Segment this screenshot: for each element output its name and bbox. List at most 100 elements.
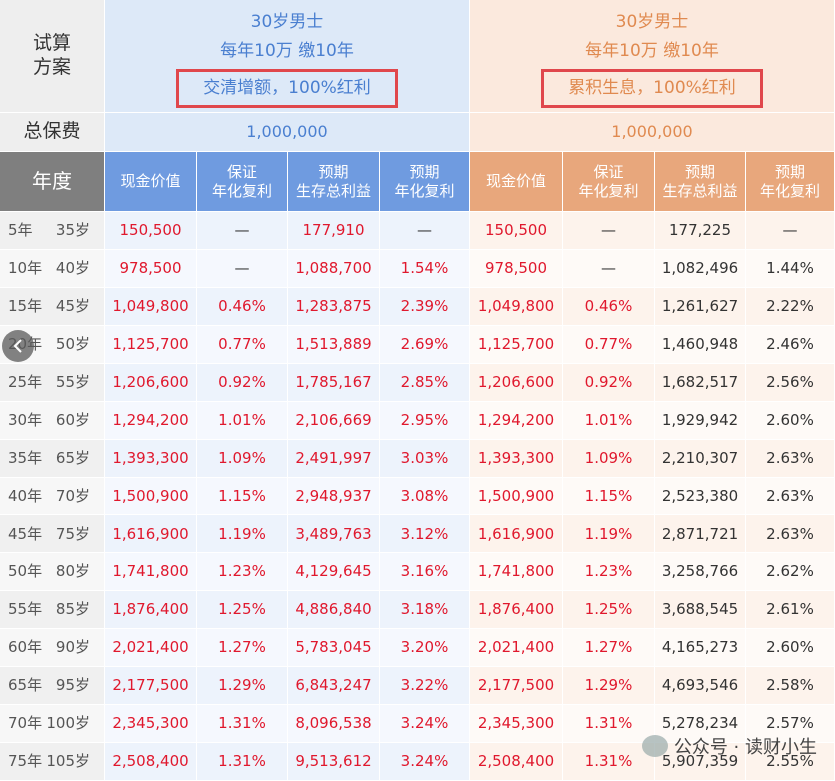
cell-value: 1,294,200	[112, 410, 189, 429]
cell-value: 2,345,300	[112, 714, 189, 733]
cell-value: 1.19%	[218, 524, 266, 543]
data-cell: 8,096,538	[288, 705, 380, 744]
cell-value: 2,523,380	[661, 486, 739, 505]
data-cell: 2.69%	[380, 325, 470, 364]
data-cell: 2,948,937	[288, 477, 380, 516]
data-cell: 2.60%	[746, 629, 835, 668]
cell-value: 3,688,545	[661, 600, 739, 619]
cell-value: 1,741,800	[477, 562, 555, 581]
data-cell: 2.95%	[380, 401, 470, 440]
data-cell: 1.23%	[563, 553, 655, 592]
data-cell: 3.24%	[380, 705, 470, 744]
data-cell: —	[563, 212, 655, 250]
cell-value: 150,500	[119, 221, 182, 240]
cell-value: 1,876,400	[477, 600, 555, 619]
data-cell: 1.31%	[197, 705, 288, 744]
data-cell: 1,393,300	[105, 439, 197, 478]
cell-value: 2.58%	[766, 676, 814, 695]
data-cell: 3.03%	[380, 439, 470, 478]
data-cell: —	[563, 249, 655, 288]
data-cell: 2.62%	[746, 553, 835, 592]
data-cell: 3.18%	[380, 591, 470, 630]
cell-value: —	[601, 221, 616, 240]
data-cell: 2.61%	[746, 591, 835, 630]
cell-value: 2,491,997	[295, 448, 372, 467]
cell-value: 1,393,300	[112, 448, 189, 467]
year-cell: 70年 100岁	[0, 705, 105, 744]
plan-label-line: 方案	[32, 56, 71, 78]
cell-value: 4,129,645	[295, 562, 372, 581]
data-cell: 2,021,400	[105, 629, 197, 668]
data-cell: 2,523,380	[655, 477, 746, 516]
data-cell: 3,688,545	[655, 591, 746, 630]
data-cell: 1,294,200	[470, 401, 563, 440]
column-header-line: 预期	[774, 162, 805, 181]
cell-value: 1.31%	[584, 752, 633, 771]
data-cell: 4,129,645	[288, 553, 380, 592]
data-cell: 2.63%	[746, 515, 835, 554]
data-cell: 1,876,400	[470, 591, 563, 630]
year-cell: 40年 70岁	[0, 477, 105, 516]
data-cell: 1,294,200	[105, 401, 197, 440]
data-cell: 4,165,273	[655, 629, 746, 668]
cell-value: 1,283,875	[295, 296, 372, 315]
policy-year: 35年	[8, 448, 43, 467]
cell-value: 1.15%	[584, 486, 633, 505]
cell-value: 1.01%	[584, 410, 633, 429]
premium-label: 总保费	[0, 113, 105, 152]
column-header-line: 生存总利益	[295, 181, 371, 200]
column-header: 预期 生存总利益	[655, 152, 746, 212]
cell-value: 2.60%	[766, 638, 814, 657]
back-button[interactable]	[2, 330, 34, 362]
data-cell: 1.19%	[563, 515, 655, 554]
age: 75岁	[55, 524, 90, 543]
data-cell: —	[380, 212, 470, 250]
cell-value: 1,929,942	[661, 410, 739, 429]
data-cell: 1,125,700	[470, 325, 563, 364]
cell-value: 1.25%	[218, 600, 266, 619]
data-cell: 1,616,900	[470, 515, 563, 554]
data-cell: 1.09%	[563, 439, 655, 478]
policy-year: 60年	[8, 638, 43, 657]
cell-value: 3,258,766	[661, 562, 739, 581]
cell-value: 2.46%	[766, 334, 814, 353]
policy-year: 65年	[8, 676, 43, 695]
cell-value: 2.62%	[766, 562, 814, 581]
data-cell: 1.31%	[563, 743, 655, 781]
cell-value: 2.61%	[766, 600, 814, 619]
cell-value: 1,393,300	[477, 448, 555, 467]
data-cell: 177,910	[288, 212, 380, 250]
wechat-icon	[641, 735, 668, 757]
data-cell: 1.25%	[197, 591, 288, 630]
cell-value: 3.12%	[400, 524, 449, 543]
premium-value: 1,000,000	[246, 122, 328, 141]
cell-value: 978,500	[119, 259, 182, 277]
cell-value: 177,225	[668, 221, 732, 240]
data-cell: 1,785,167	[288, 363, 380, 402]
plan-premium: 1,000,000	[470, 113, 835, 152]
data-cell: 2,491,997	[288, 439, 380, 478]
cell-value: 1.31%	[218, 714, 266, 733]
data-cell: 2.39%	[380, 287, 470, 326]
data-cell: 1,876,400	[105, 591, 197, 630]
data-cell: 978,500	[470, 249, 563, 288]
column-header-line: 预期	[318, 162, 349, 181]
cell-value: 5,278,234	[661, 714, 739, 733]
data-cell: 1.27%	[197, 629, 288, 668]
cell-value: 2,021,400	[112, 638, 189, 657]
data-cell: 3.24%	[380, 743, 470, 781]
cell-value: 1,460,948	[661, 334, 739, 353]
policy-year: 5年	[8, 221, 33, 240]
cell-value: 2,948,937	[295, 486, 372, 505]
cell-value: 1,294,200	[477, 410, 555, 429]
age: 100岁	[46, 714, 90, 733]
plan-premium: 1,000,000	[105, 113, 470, 152]
data-cell: 1.29%	[197, 667, 288, 706]
data-cell: 1,500,900	[470, 477, 563, 516]
cell-value: 0.77%	[584, 334, 633, 353]
year-cell: 50年 80岁	[0, 553, 105, 592]
policy-year: 55年	[8, 600, 43, 619]
cell-value: 2.63%	[766, 524, 814, 543]
data-cell: 2.63%	[746, 439, 835, 478]
